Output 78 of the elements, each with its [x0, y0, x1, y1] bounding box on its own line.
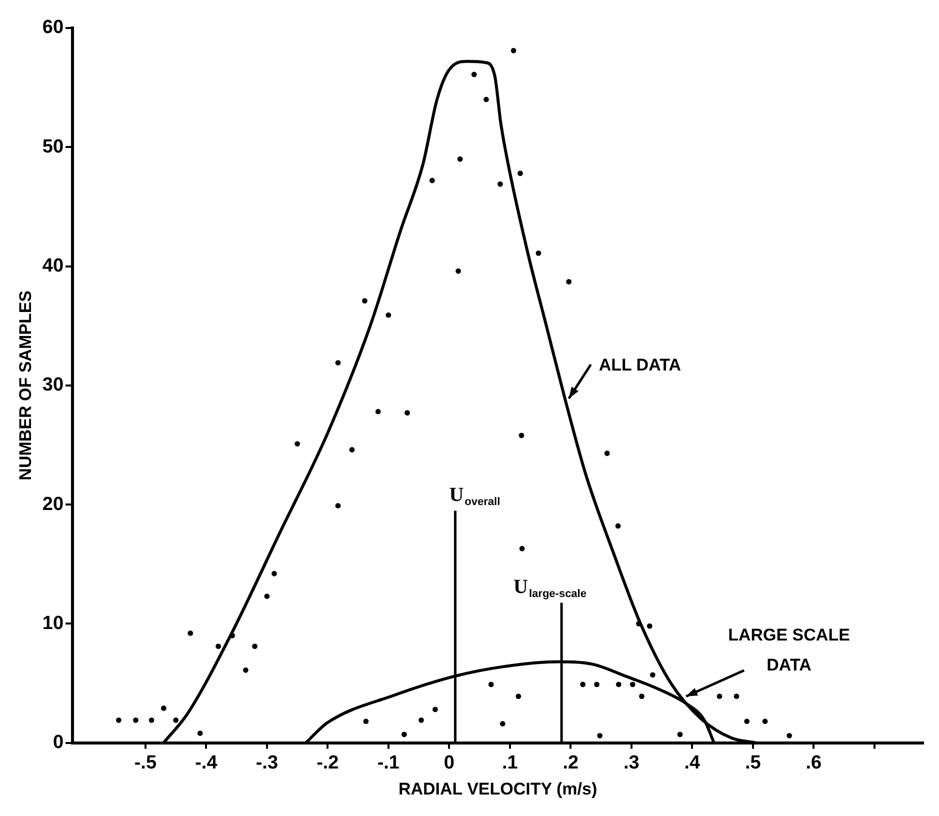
point: [160, 706, 166, 711]
point: [677, 732, 683, 738]
y-tick-label: 60: [42, 17, 64, 38]
x-tick-label: -.2: [316, 752, 339, 774]
annotation: ALL DATA: [598, 356, 681, 375]
point: [133, 717, 138, 723]
point: [518, 432, 524, 438]
point: [519, 546, 525, 552]
y-tick-label: 50: [42, 136, 64, 158]
x-tick-label: .2: [562, 752, 579, 774]
point: [488, 682, 494, 688]
point: [363, 718, 369, 724]
x-tick-label: .4: [684, 752, 701, 774]
point: [744, 718, 750, 724]
y-tick-label: 20: [42, 494, 64, 515]
x-tick-label: .3: [623, 752, 640, 774]
point: [404, 410, 410, 416]
point: [429, 178, 435, 184]
point: [786, 732, 792, 738]
point: [456, 268, 461, 274]
point: [188, 630, 194, 636]
point: [646, 623, 652, 629]
x-tick-label: .6: [806, 752, 822, 774]
point: [518, 170, 523, 176]
y-tick-label: 10: [42, 612, 64, 634]
point: [216, 644, 222, 649]
annotation: LARGE SCALE DATA: [728, 625, 850, 674]
point: [335, 360, 341, 366]
point: [148, 717, 154, 723]
point: [272, 570, 277, 576]
point: [497, 181, 503, 187]
x-tick-label: -.5: [134, 752, 157, 774]
point: [615, 523, 621, 529]
y-tick-label: 0: [52, 732, 64, 754]
point: [597, 732, 603, 738]
x-tick-label: 0: [444, 752, 454, 774]
point: [402, 732, 407, 738]
x-tick-label: -.3: [256, 752, 278, 774]
point: [197, 730, 203, 736]
point: [484, 96, 489, 102]
x-tick-label: -.1: [377, 752, 400, 774]
point: [335, 503, 341, 508]
point: [762, 718, 768, 724]
point: [242, 667, 248, 673]
point: [252, 644, 258, 649]
point: [471, 72, 477, 78]
point: [650, 672, 656, 678]
point: [264, 594, 270, 599]
point: [616, 682, 622, 688]
y-axis-title: NUMBER OF SAMPLES: [16, 290, 35, 480]
point: [580, 682, 586, 688]
x-tick-label: .1: [502, 752, 518, 774]
point: [500, 721, 506, 726]
y-tick-label: 40: [42, 256, 64, 276]
point: [294, 441, 300, 446]
point: [418, 717, 424, 723]
point: [536, 250, 542, 256]
x-tick-label: .5: [744, 752, 762, 774]
point: [362, 298, 368, 304]
point: [639, 694, 644, 700]
point: [716, 694, 722, 700]
y-tick-label: 30: [42, 374, 64, 396]
point: [604, 450, 610, 456]
point: [457, 156, 463, 162]
point: [349, 447, 355, 452]
point: [566, 279, 572, 284]
point: [386, 312, 392, 318]
point: [630, 682, 636, 688]
point: [594, 682, 600, 688]
point: [173, 717, 179, 723]
point: [734, 694, 740, 700]
point: [375, 408, 381, 414]
point: [510, 48, 516, 54]
point: [116, 717, 122, 723]
x-tick-label: -.4: [195, 752, 218, 774]
point: [516, 694, 522, 700]
point: [432, 706, 438, 712]
x-axis-title: RADIAL VELOCITY (m/s): [398, 779, 598, 798]
